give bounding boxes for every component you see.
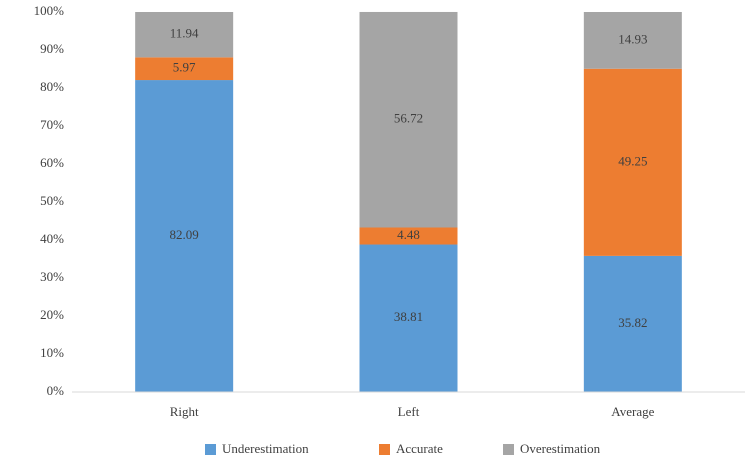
y-tick-label: 100% [34, 3, 65, 18]
data-label: 82.09 [170, 227, 199, 242]
x-tick-label: Left [398, 404, 420, 419]
x-tick-label: Right [170, 404, 199, 419]
data-label: 14.93 [618, 31, 647, 46]
bar-segment [583, 12, 682, 69]
legend-swatch [205, 444, 216, 455]
y-tick-label: 70% [40, 117, 64, 132]
y-tick-label: 10% [40, 345, 64, 360]
data-label: 11.94 [170, 26, 199, 41]
bar-segment [135, 80, 234, 393]
legend-swatch [379, 444, 390, 455]
y-tick-label: 90% [40, 41, 64, 56]
data-label: 56.72 [394, 111, 423, 126]
y-tick-label: 20% [40, 307, 64, 322]
bar-segment [135, 12, 234, 58]
legend-label: Underestimation [222, 441, 309, 456]
bar-segment [583, 68, 682, 256]
legend-swatch [503, 444, 514, 455]
bar-segment [359, 227, 458, 245]
x-tick-label: Average [611, 404, 654, 419]
data-label: 5.97 [173, 60, 196, 75]
legend-label: Overestimation [520, 441, 601, 456]
bar-segment [359, 244, 458, 392]
y-tick-label: 30% [40, 269, 64, 284]
y-tick-label: 60% [40, 155, 64, 170]
data-label: 49.25 [618, 153, 647, 168]
data-label: 38.81 [394, 309, 423, 324]
y-tick-label: 0% [47, 383, 65, 398]
y-tick-label: 80% [40, 79, 64, 94]
bar-segment [135, 57, 234, 81]
data-label: 35.82 [618, 315, 647, 330]
bar-segment [359, 11, 458, 228]
data-label: 4.48 [397, 227, 420, 242]
bar-segment [583, 255, 682, 392]
legend-label: Accurate [396, 441, 443, 456]
y-tick-label: 50% [40, 193, 64, 208]
y-tick-label: 40% [40, 231, 64, 246]
